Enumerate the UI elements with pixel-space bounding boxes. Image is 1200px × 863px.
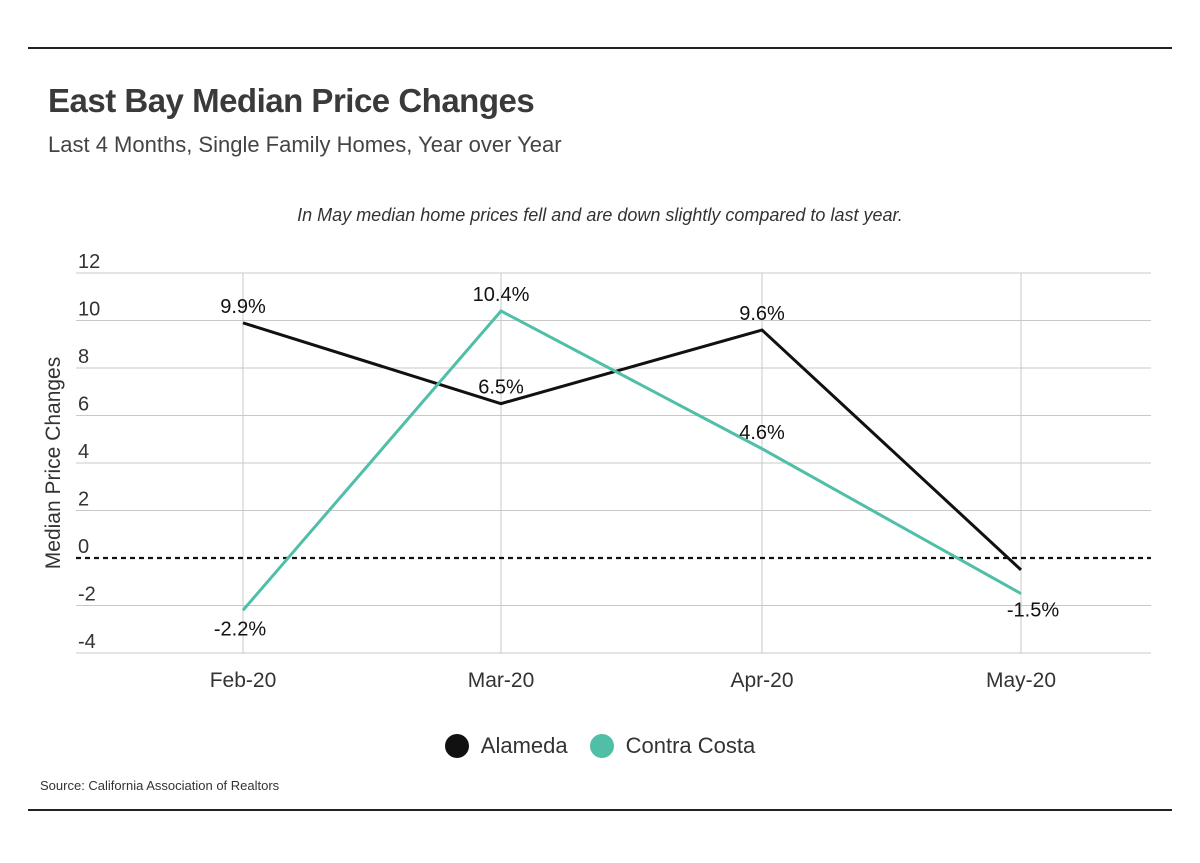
legend: Alameda Contra Costa <box>0 733 1200 759</box>
series-line-alameda <box>242 321 1023 571</box>
y-tick-label: -4 <box>78 631 96 653</box>
top-rule <box>28 47 1172 49</box>
data-label-contra-costa: -1.5% <box>1007 600 1059 622</box>
data-label-contra-costa: 10.4% <box>473 284 530 306</box>
data-label-contra-costa: 4.6% <box>739 422 785 444</box>
x-tick-label: Apr-20 <box>730 669 793 692</box>
chart-subtitle: Last 4 Months, Single Family Homes, Year… <box>48 132 562 157</box>
data-label-contra-costa: -2.2% <box>214 618 266 640</box>
legend-item-contra-costa[interactable]: Contra Costa <box>589 733 756 759</box>
data-label-alameda: 9.9% <box>220 296 266 318</box>
y-tick-label: -2 <box>78 584 96 606</box>
source-note: Source: California Association of Realto… <box>40 778 280 793</box>
legend-item-alameda[interactable]: Alameda <box>444 733 568 759</box>
y-tick-label: 8 <box>78 346 89 368</box>
chart-annotation: In May median home prices fell and are d… <box>297 205 903 225</box>
bottom-rule <box>28 809 1172 811</box>
legend-label-alameda: Alameda <box>480 733 568 758</box>
y-tick-label: 6 <box>78 394 89 416</box>
series-line-contra-costa <box>241 309 1022 612</box>
x-tick-label: Mar-20 <box>468 669 535 692</box>
y-tick-label: 10 <box>78 299 100 321</box>
data-label-alameda: 9.6% <box>739 303 785 325</box>
y-axis-label: Median Price Changes <box>42 357 65 569</box>
y-tick-label: 4 <box>78 441 89 463</box>
x-tick-label: Feb-20 <box>210 669 277 692</box>
legend-swatch-contra-costa <box>589 734 614 758</box>
chart-title: East Bay Median Price Changes <box>48 82 535 119</box>
x-tick-label: May-20 <box>986 669 1056 692</box>
data-label-alameda: 6.5% <box>478 377 524 399</box>
legend-swatch-alameda <box>444 734 469 758</box>
y-tick-label: 12 <box>78 251 100 273</box>
legend-label-contra-costa: Contra Costa <box>625 733 756 758</box>
y-tick-label: 0 <box>78 536 89 558</box>
y-tick-label: 2 <box>78 489 89 511</box>
